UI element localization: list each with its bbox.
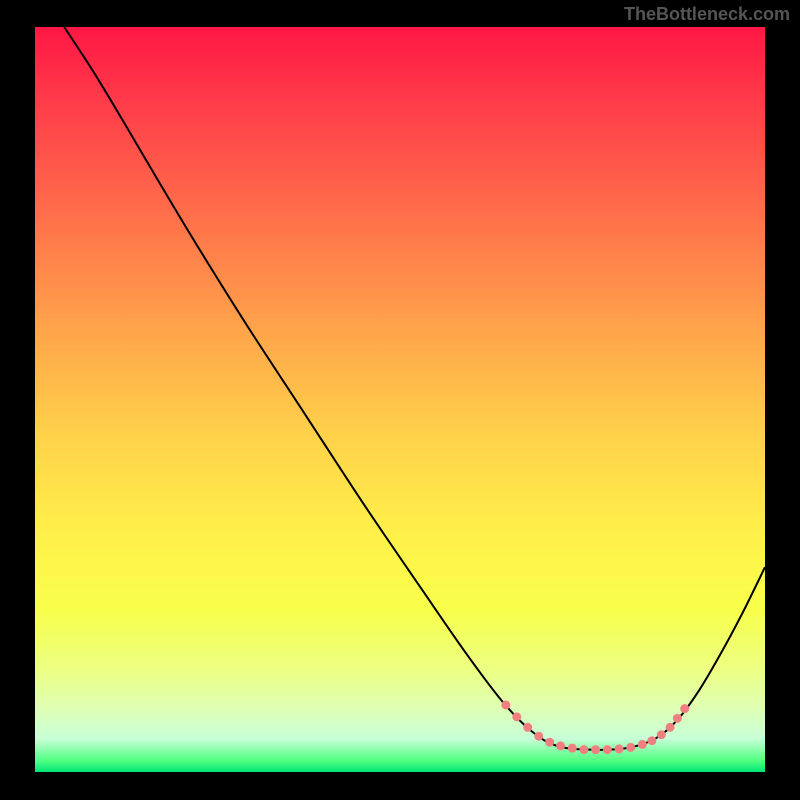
data-marker bbox=[638, 740, 647, 749]
data-marker bbox=[545, 738, 554, 747]
plot-container bbox=[0, 0, 800, 800]
data-marker bbox=[534, 732, 543, 741]
attribution-text: TheBottleneck.com bbox=[624, 4, 790, 25]
data-marker bbox=[501, 700, 510, 709]
data-marker bbox=[666, 723, 675, 732]
data-marker bbox=[647, 736, 656, 745]
data-marker bbox=[657, 730, 666, 739]
plot-area bbox=[35, 27, 765, 772]
data-marker bbox=[579, 745, 588, 754]
data-marker bbox=[556, 741, 565, 750]
data-marker bbox=[591, 745, 600, 754]
data-marker bbox=[680, 704, 689, 713]
chart-overlay bbox=[35, 27, 765, 772]
data-marker bbox=[523, 723, 532, 732]
data-marker bbox=[615, 744, 624, 753]
data-marker bbox=[568, 744, 577, 753]
data-marker bbox=[603, 745, 612, 754]
data-marker bbox=[512, 712, 521, 721]
main-curve bbox=[64, 27, 765, 750]
data-marker bbox=[626, 743, 635, 752]
data-marker bbox=[673, 714, 682, 723]
